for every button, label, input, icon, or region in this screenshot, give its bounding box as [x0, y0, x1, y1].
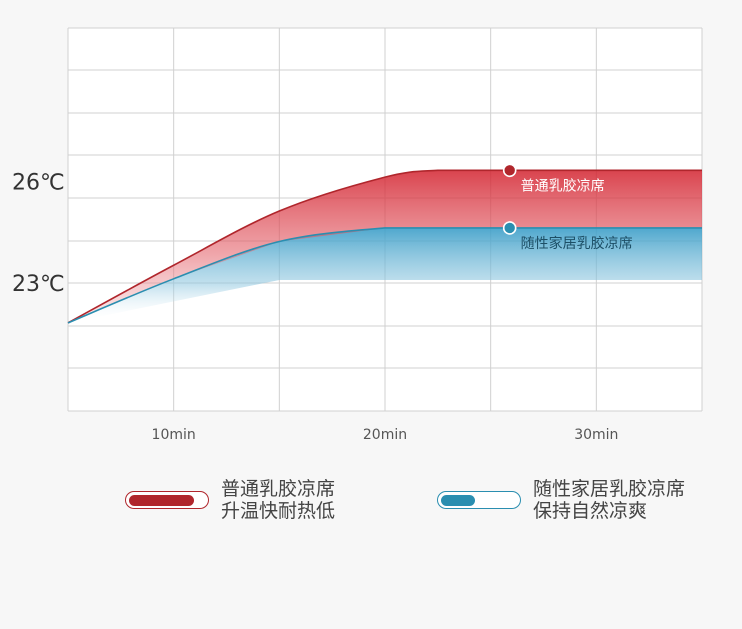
x-tick-labels: 10min 20min 30min: [152, 427, 619, 443]
series-marker: [502, 221, 517, 235]
x-tick-label: 10min: [152, 427, 196, 443]
x-tick-label: 30min: [574, 427, 618, 443]
series-line: [67, 169, 702, 324]
y-tick-label: 26℃: [12, 171, 65, 196]
series-area: [68, 170, 702, 323]
legend-text-suixing: 随性家居乳胶凉席 保持自然凉爽: [533, 478, 685, 522]
grid-lines: [67, 27, 703, 412]
series-lines: [67, 169, 702, 324]
y-tick-label: 23℃: [12, 272, 65, 297]
legend-label: 普通乳胶凉席: [221, 478, 336, 500]
series-marker-label: 随性家居乳胶凉席: [521, 235, 633, 252]
legend-swatch-regular: [125, 491, 209, 509]
legend-text-regular: 普通乳胶凉席 升温快耐热低: [221, 478, 335, 522]
legend-label: 随性家居乳胶凉席: [533, 478, 686, 500]
legend-swatch-suixing: [437, 491, 521, 509]
series-marker: [502, 163, 517, 178]
series-area: [68, 227, 702, 323]
legend-description: 保持自然凉爽: [533, 500, 648, 522]
series-line: [67, 227, 702, 324]
legend-description: 升温快耐热低: [221, 500, 336, 522]
y-tick-labels: 26℃ 23℃: [12, 171, 65, 298]
series-marker-label: 普通乳胶凉席: [521, 177, 605, 194]
x-tick-label: 20min: [363, 427, 407, 443]
legend-item-regular: 普通乳胶凉席 升温快耐热低: [125, 478, 335, 522]
legend-item-suixing: 随性家居乳胶凉席 保持自然凉爽: [437, 478, 685, 522]
legend-swatch-fill: [129, 494, 194, 506]
series-areas: [68, 170, 702, 323]
legend-swatch-fill: [441, 494, 476, 506]
